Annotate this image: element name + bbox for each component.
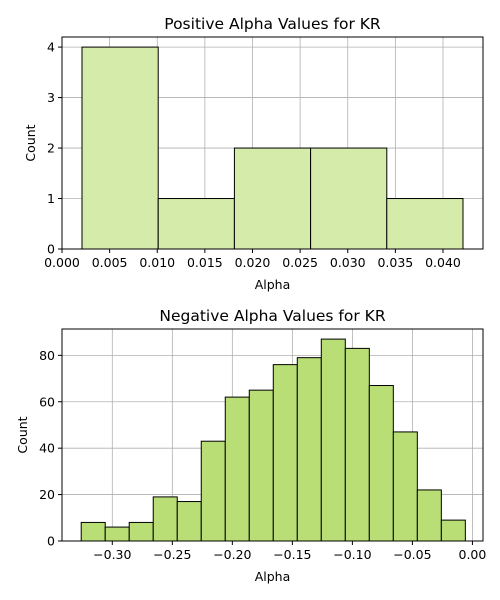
- histogram-bar: [152, 496, 178, 542]
- histogram-bar: [224, 396, 250, 542]
- x-tick-label: −0.15: [273, 547, 311, 562]
- y-tick-label: 80: [39, 348, 55, 363]
- x-tick-label: 0.020: [235, 255, 271, 270]
- histogram-bar: [80, 521, 106, 542]
- y-tick-label: 20: [39, 487, 55, 502]
- histogram-bar: [248, 389, 274, 542]
- x-tick-label: 0.030: [330, 255, 366, 270]
- x-axis-label: Alpha: [255, 277, 291, 292]
- y-tick-label: 0: [47, 534, 55, 549]
- histogram-bar: [157, 198, 235, 250]
- histogram-bar: [344, 347, 370, 542]
- axes-frame: [61, 36, 484, 250]
- histogram-bar: [386, 198, 464, 250]
- y-tick-label: 2: [47, 141, 55, 156]
- histogram-positive-alpha: 0.000 0.005 0.010 0.015 0.020 0.025 0.030 0.035…: [23, 15, 484, 292]
- histogram-bar: [310, 147, 388, 250]
- y-tick-label: 4: [47, 40, 55, 55]
- y-tick-label: 60: [39, 394, 55, 409]
- histogram-bar: [368, 385, 394, 542]
- histogram-bar: [176, 501, 202, 542]
- x-tick-label: −0.30: [93, 547, 131, 562]
- x-tick-label: 0.010: [139, 255, 175, 270]
- y-tick-label: 3: [47, 90, 55, 105]
- axes-frame: [61, 328, 484, 542]
- x-tick-label: 0.025: [282, 255, 318, 270]
- x-tick-label: −0.20: [213, 547, 251, 562]
- histogram-bar: [104, 526, 130, 542]
- x-tick-label: 0.035: [377, 255, 413, 270]
- histogram-bar: [320, 338, 346, 542]
- histogram-bar: [81, 46, 159, 250]
- x-axis-label: Alpha: [255, 569, 291, 584]
- x-tick-label: −0.10: [333, 547, 371, 562]
- y-tick-label: 0: [47, 242, 55, 257]
- x-tick-label: 0.015: [187, 255, 223, 270]
- x-tick-label: 0.040: [425, 255, 461, 270]
- x-tick-label: 0.005: [92, 255, 128, 270]
- x-tick-label: 0.00: [459, 547, 487, 562]
- histogram-bar: [440, 519, 466, 542]
- y-axis-label: Count: [15, 416, 30, 453]
- y-axis-label: Count: [23, 124, 38, 161]
- y-tick-label: 40: [39, 441, 55, 456]
- histogram-bar: [233, 147, 312, 250]
- histogram-bar: [272, 364, 298, 542]
- x-tick-label: −0.25: [153, 547, 191, 562]
- histogram-bar: [296, 357, 322, 542]
- x-tick-label: −0.05: [393, 547, 431, 562]
- y-tick-label: 1: [47, 191, 55, 206]
- chart-title: Negative Alpha Values for KR: [159, 307, 385, 325]
- histogram-bar: [416, 489, 442, 542]
- histogram-negative-alpha: −0.30 −0.25 −0.20 −0.15 −0.10 −0.05 0.00 0 20 40 6…: [15, 307, 486, 584]
- histogram-bar: [200, 440, 226, 542]
- x-tick-label: 0.000: [44, 255, 80, 270]
- chart-title: Positive Alpha Values for KR: [164, 15, 381, 33]
- histogram-bar: [392, 431, 418, 542]
- histogram-bar: [128, 521, 154, 542]
